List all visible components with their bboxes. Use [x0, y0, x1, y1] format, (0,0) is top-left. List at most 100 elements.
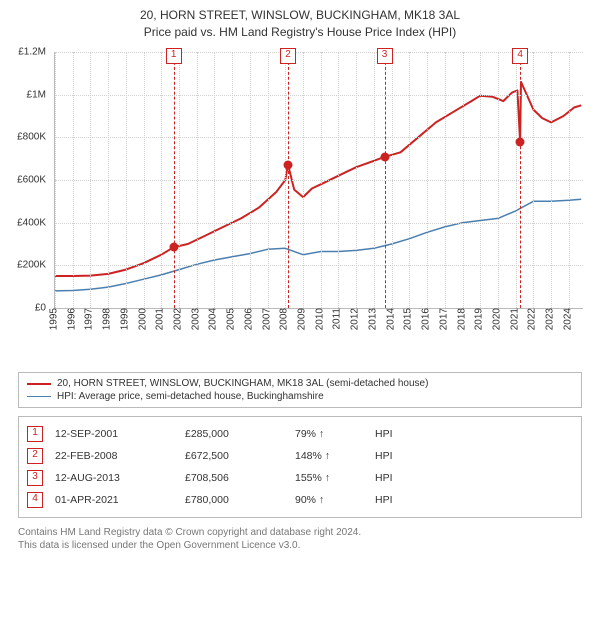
gridline-v — [268, 52, 269, 308]
x-axis-label: 2021 — [509, 308, 520, 330]
event-row: 4 01-APR-2021£780,00090% ↑HPI — [27, 489, 573, 511]
gridline-v — [356, 52, 357, 308]
event-row-suffix: HPI — [375, 472, 435, 484]
x-axis-label: 2000 — [137, 308, 148, 330]
event-row-badge: 2 — [27, 448, 43, 464]
x-axis-label: 2005 — [226, 308, 237, 330]
x-axis-label: 1999 — [119, 308, 130, 330]
event-marker-line — [174, 52, 175, 308]
legend-item: 20, HORN STREET, WINSLOW, BUCKINGHAM, MK… — [27, 377, 573, 390]
legend-label: 20, HORN STREET, WINSLOW, BUCKINGHAM, MK… — [57, 378, 428, 389]
gridline-v — [569, 52, 570, 308]
x-axis-label: 2013 — [367, 308, 378, 330]
gridline-v — [73, 52, 74, 308]
y-axis-label: £1M — [0, 89, 46, 100]
event-point — [380, 152, 389, 161]
x-axis-label: 2009 — [297, 308, 308, 330]
gridline-v — [533, 52, 534, 308]
legend-swatch — [27, 396, 51, 397]
y-axis-label: £600K — [0, 175, 46, 186]
x-axis-label: 2004 — [208, 308, 219, 330]
event-row-pct: 155% ↑ — [295, 472, 375, 484]
event-row-pct: 148% ↑ — [295, 450, 375, 462]
gridline-v — [392, 52, 393, 308]
event-row-price: £672,500 — [185, 450, 295, 462]
gridline-v — [90, 52, 91, 308]
gridline-h — [55, 52, 583, 53]
x-axis-label: 2017 — [438, 308, 449, 330]
legend-label: HPI: Average price, semi-detached house,… — [57, 391, 324, 402]
x-axis-label: 2022 — [527, 308, 538, 330]
gridline-v — [179, 52, 180, 308]
event-row-date: 22-FEB-2008 — [55, 450, 185, 462]
gridline-v — [480, 52, 481, 308]
event-row: 112-SEP-2001£285,00079% ↑HPI — [27, 423, 573, 445]
footer: Contains HM Land Registry data © Crown c… — [18, 526, 582, 552]
event-point — [516, 137, 525, 146]
gridline-v — [551, 52, 552, 308]
event-row-price: £780,000 — [185, 494, 295, 506]
gridline-v — [445, 52, 446, 308]
x-axis-label: 1997 — [84, 308, 95, 330]
legend-swatch — [27, 383, 51, 385]
event-row-pct: 79% ↑ — [295, 428, 375, 440]
gridline-v — [250, 52, 251, 308]
x-axis-label: 1996 — [66, 308, 77, 330]
x-axis-label: 2010 — [314, 308, 325, 330]
event-marker-badge: 3 — [377, 48, 393, 64]
title-line-2: Price paid vs. HM Land Registry's House … — [18, 23, 582, 40]
series-line — [55, 199, 581, 291]
gridline-v — [463, 52, 464, 308]
x-axis-label: 2020 — [491, 308, 502, 330]
gridline-v — [516, 52, 517, 308]
page: 20, HORN STREET, WINSLOW, BUCKINGHAM, MK… — [0, 0, 600, 620]
gridline-h — [55, 223, 583, 224]
gridline-v — [498, 52, 499, 308]
x-axis-label: 2001 — [155, 308, 166, 330]
x-axis-label: 2002 — [173, 308, 184, 330]
gridline-v — [126, 52, 127, 308]
event-row-suffix: HPI — [375, 494, 435, 506]
gridline-v — [144, 52, 145, 308]
x-axis-label: 2024 — [562, 308, 573, 330]
x-axis-label: 2016 — [421, 308, 432, 330]
event-row: 312-AUG-2013£708,506155% ↑HPI — [27, 467, 573, 489]
event-row-badge: 4 — [27, 492, 43, 508]
x-axis-label: 2006 — [243, 308, 254, 330]
event-marker-line — [288, 52, 289, 308]
gridline-v — [303, 52, 304, 308]
x-axis-label: 2019 — [474, 308, 485, 330]
event-row-badge: 1 — [27, 426, 43, 442]
gridline-v — [197, 52, 198, 308]
gridline-h — [55, 95, 583, 96]
gridline-h — [55, 137, 583, 138]
gridline-v — [285, 52, 286, 308]
y-axis-label: £800K — [0, 132, 46, 143]
x-axis-label: 2003 — [190, 308, 201, 330]
event-row-badge: 3 — [27, 470, 43, 486]
event-marker-badge: 1 — [166, 48, 182, 64]
event-row-suffix: HPI — [375, 428, 435, 440]
legend-item: HPI: Average price, semi-detached house,… — [27, 390, 573, 403]
gridline-v — [108, 52, 109, 308]
x-axis-label: 2012 — [350, 308, 361, 330]
title-line-1: 20, HORN STREET, WINSLOW, BUCKINGHAM, MK… — [18, 6, 582, 23]
x-axis-label: 2023 — [545, 308, 556, 330]
gridline-v — [214, 52, 215, 308]
footer-line-1: Contains HM Land Registry data © Crown c… — [18, 526, 582, 539]
event-marker-badge: 2 — [280, 48, 296, 64]
y-axis-label: £400K — [0, 217, 46, 228]
event-row-pct: 90% ↑ — [295, 494, 375, 506]
x-axis-label: 1995 — [49, 308, 60, 330]
event-marker-line — [520, 52, 521, 308]
gridline-v — [321, 52, 322, 308]
legend: 20, HORN STREET, WINSLOW, BUCKINGHAM, MK… — [18, 372, 582, 408]
gridline-h — [55, 180, 583, 181]
event-row-date: 01-APR-2021 — [55, 494, 185, 506]
events-table: 112-SEP-2001£285,00079% ↑HPI222-FEB-2008… — [18, 416, 582, 518]
x-axis-label: 2018 — [456, 308, 467, 330]
event-point — [169, 243, 178, 252]
y-axis-label: £0 — [0, 303, 46, 314]
event-row-date: 12-SEP-2001 — [55, 428, 185, 440]
event-row-suffix: HPI — [375, 450, 435, 462]
